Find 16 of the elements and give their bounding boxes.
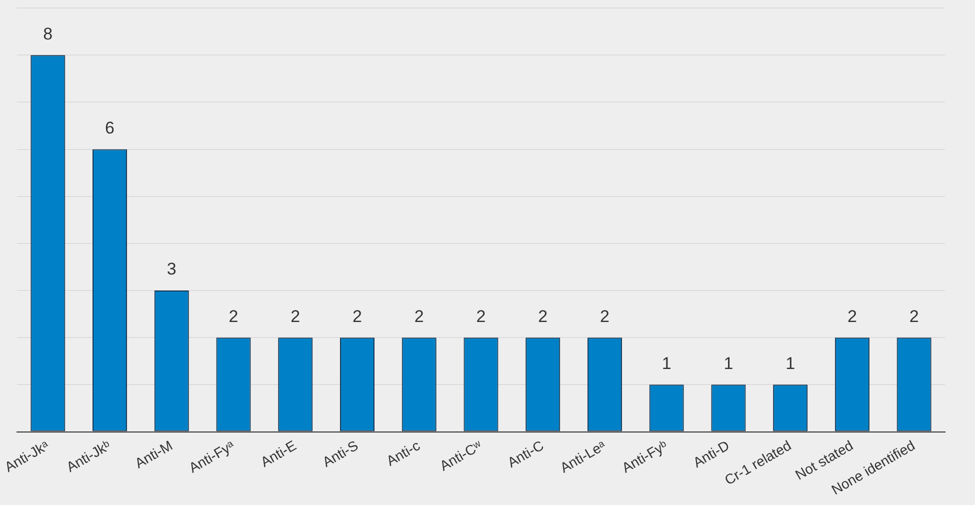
x-tick-label: Anti-c (384, 437, 423, 469)
data-label: 2 (847, 306, 857, 326)
data-label: 2 (352, 306, 362, 326)
data-label: 3 (166, 260, 176, 279)
data-label: 6 (105, 118, 114, 138)
data-label: 1 (724, 354, 734, 373)
data-label: 1 (786, 354, 796, 373)
data-label: 1 (662, 354, 672, 373)
data-label: 2 (290, 306, 300, 326)
data-label: 2 (600, 306, 610, 326)
data-label: 8 (43, 24, 53, 44)
data-label: 2 (538, 306, 548, 326)
data-label: 2 (228, 306, 238, 326)
data-label: 2 (476, 306, 486, 326)
data-label: 2 (909, 306, 919, 326)
data-label: 2 (414, 306, 424, 326)
